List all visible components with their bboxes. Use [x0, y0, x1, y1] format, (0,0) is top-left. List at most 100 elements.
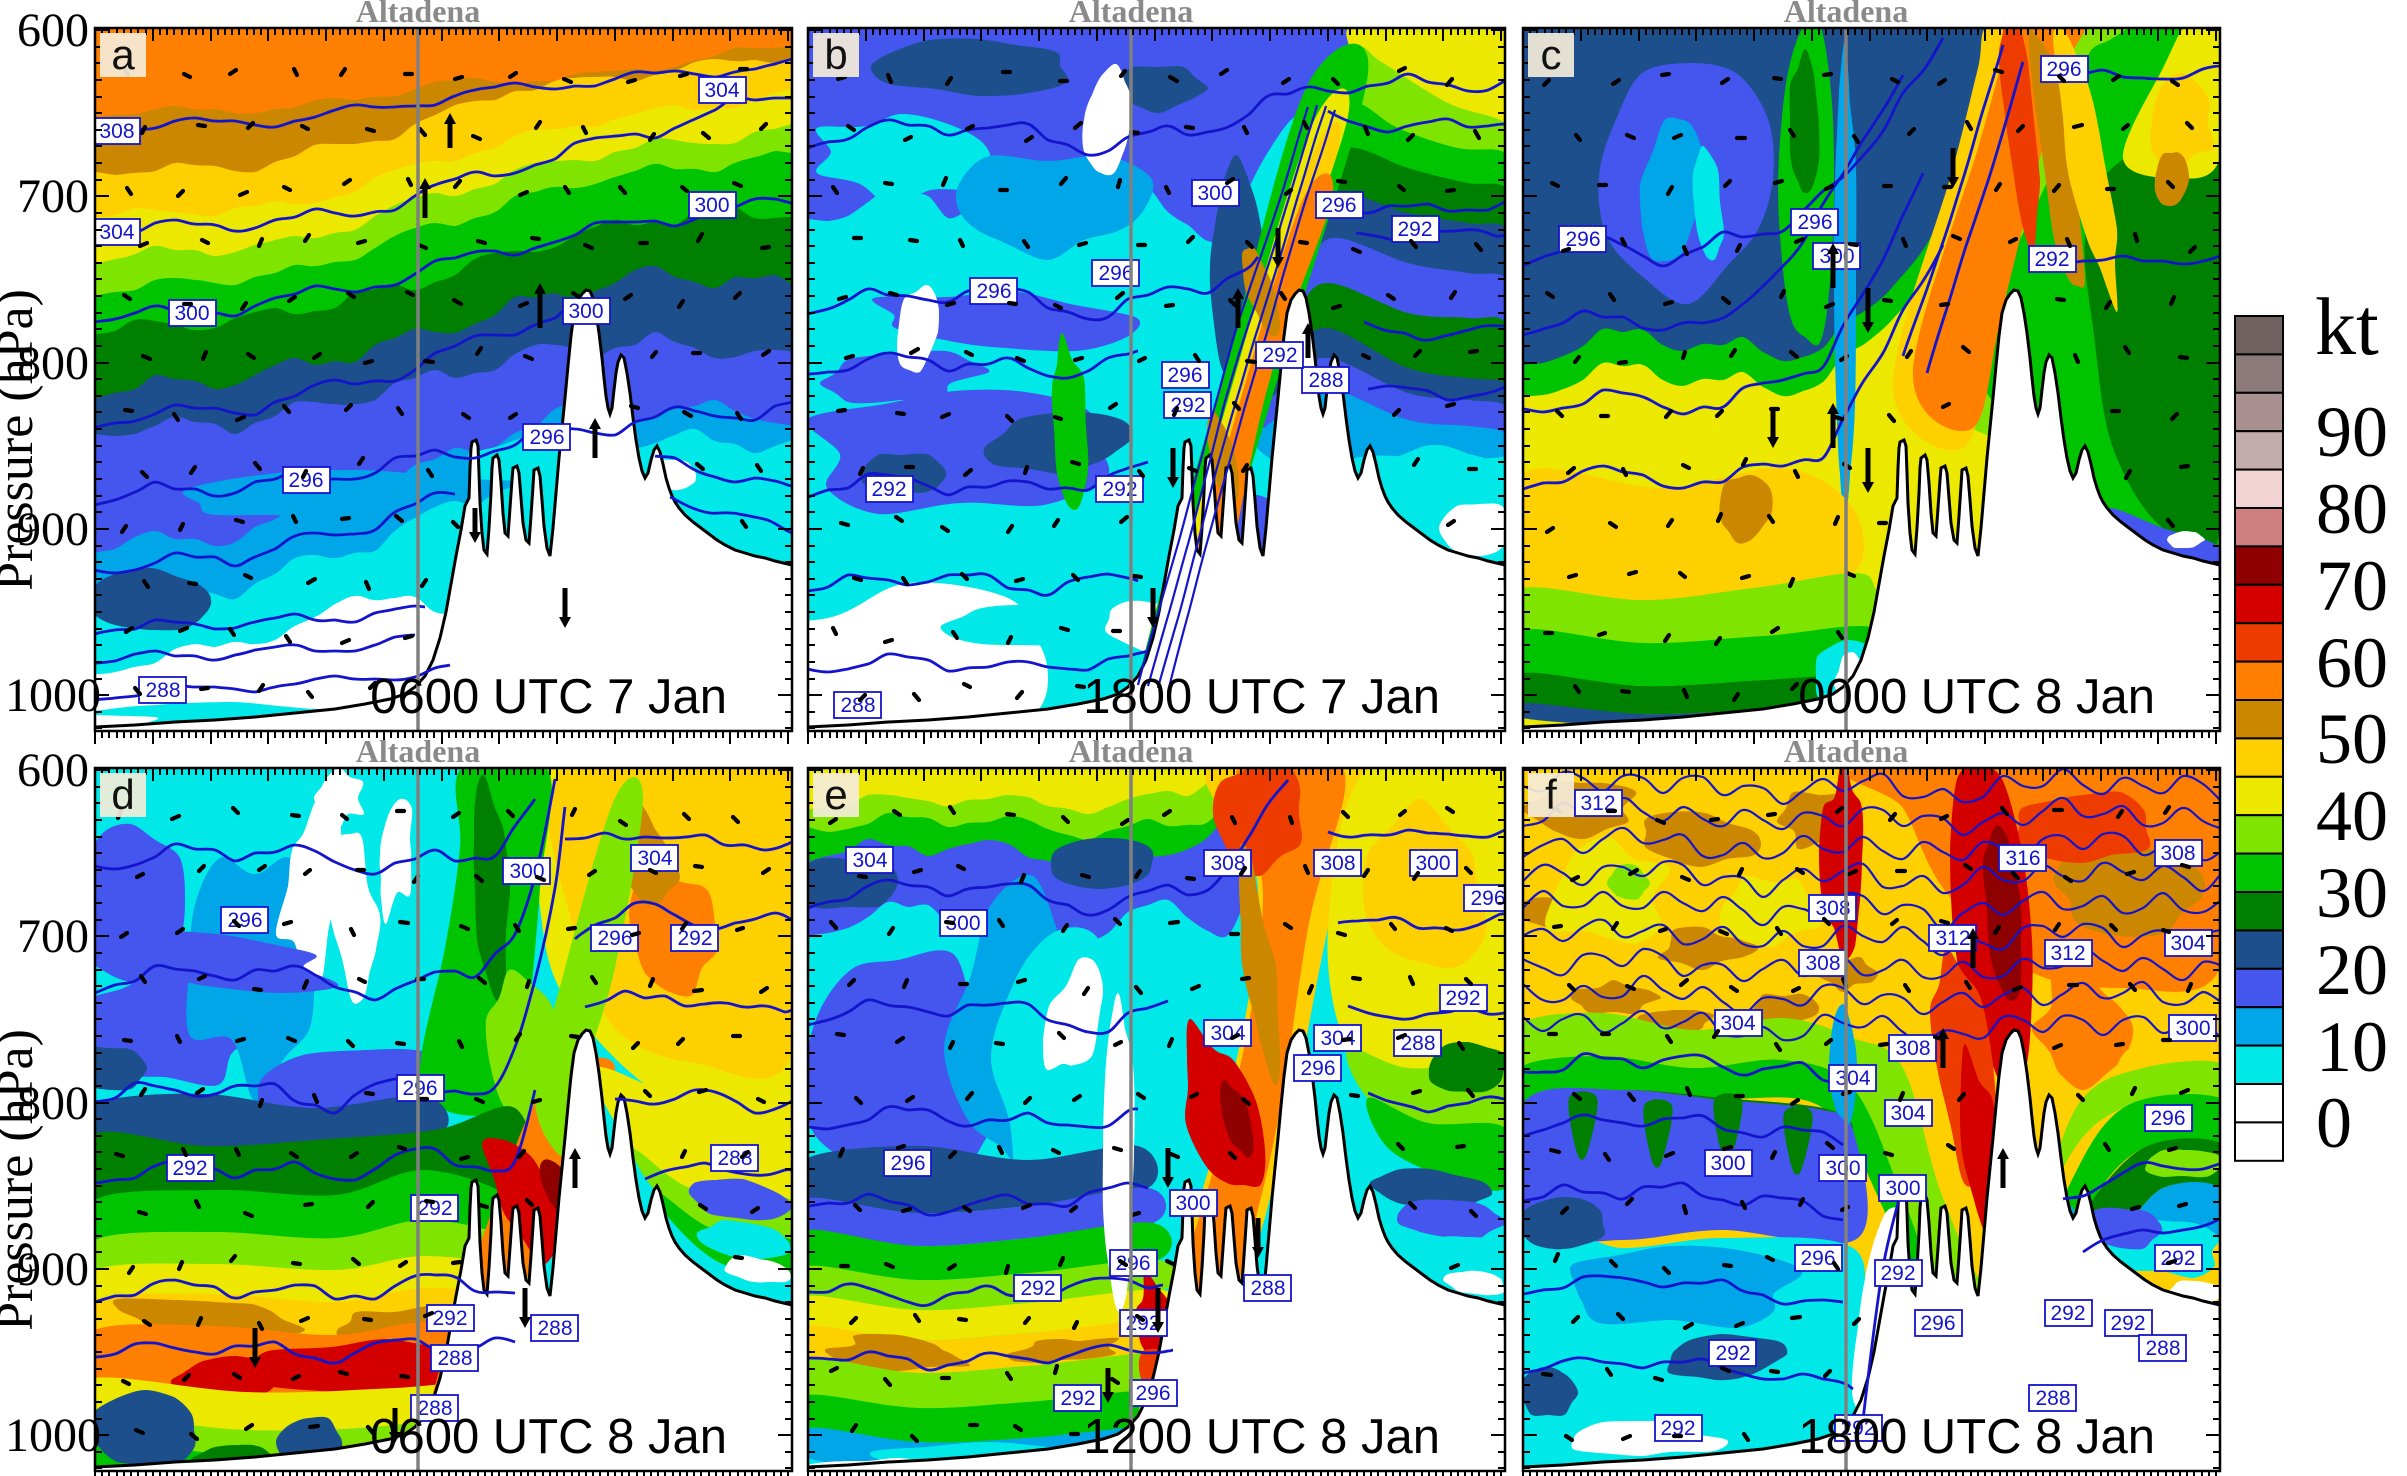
svg-text:304: 304	[2170, 932, 2205, 955]
svg-text:296: 296	[1797, 211, 1832, 234]
svg-text:0: 0	[2316, 1083, 2352, 1163]
svg-text:308: 308	[99, 120, 134, 143]
svg-text:60: 60	[2316, 623, 2388, 703]
svg-text:288: 288	[145, 679, 180, 702]
svg-text:296: 296	[529, 426, 564, 449]
svg-text:308: 308	[1895, 1037, 1930, 1060]
svg-text:292: 292	[1715, 1342, 1750, 1365]
svg-text:1800 UTC 8 Jan: 1800 UTC 8 Jan	[1798, 1410, 2155, 1464]
svg-text:292: 292	[1125, 1312, 1160, 1335]
svg-text:Pressure (hPa): Pressure (hPa)	[0, 289, 44, 591]
svg-text:Altadena: Altadena	[356, 0, 480, 29]
svg-text:296: 296	[288, 469, 323, 492]
svg-text:288: 288	[840, 694, 875, 717]
svg-text:288: 288	[2145, 1337, 2180, 1360]
svg-text:288: 288	[437, 1347, 472, 1370]
svg-text:288: 288	[1400, 1032, 1435, 1055]
svg-text:700: 700	[17, 910, 89, 963]
svg-text:1800 UTC 7 Jan: 1800 UTC 7 Jan	[1083, 670, 1440, 724]
svg-text:296: 296	[1115, 1252, 1150, 1275]
svg-text:296: 296	[597, 927, 632, 950]
svg-text:288: 288	[537, 1317, 572, 1340]
svg-text:292: 292	[1262, 344, 1297, 367]
svg-text:600: 600	[17, 4, 89, 57]
svg-text:304: 304	[99, 221, 134, 244]
svg-text:0600 UTC 7 Jan: 0600 UTC 7 Jan	[370, 670, 727, 724]
svg-text:288: 288	[417, 1397, 452, 1420]
svg-text:288: 288	[2035, 1387, 2070, 1410]
svg-text:a: a	[111, 31, 135, 78]
svg-text:300: 300	[694, 194, 729, 217]
svg-text:300: 300	[568, 300, 603, 323]
svg-text:296: 296	[2046, 58, 2081, 81]
svg-text:800: 800	[17, 1077, 89, 1130]
svg-text:296: 296	[227, 909, 262, 932]
svg-text:900: 900	[17, 503, 89, 556]
svg-text:30: 30	[2316, 853, 2388, 933]
svg-text:80: 80	[2316, 469, 2388, 549]
svg-text:Pressure (hPa): Pressure (hPa)	[0, 1029, 44, 1331]
svg-text:900: 900	[17, 1243, 89, 1296]
svg-text:300: 300	[1819, 245, 1854, 268]
svg-text:312: 312	[1935, 927, 1970, 950]
svg-text:Altadena: Altadena	[1784, 733, 1908, 769]
svg-text:292: 292	[1102, 478, 1137, 501]
svg-text:304: 304	[852, 849, 887, 872]
svg-text:296: 296	[1920, 1312, 1955, 1335]
svg-text:e: e	[824, 771, 847, 818]
svg-text:300: 300	[1825, 1157, 1860, 1180]
svg-text:292: 292	[2160, 1247, 2195, 1270]
svg-text:296: 296	[976, 280, 1011, 303]
svg-text:292: 292	[677, 927, 712, 950]
svg-text:296: 296	[890, 1152, 925, 1175]
svg-text:312: 312	[2050, 942, 2085, 965]
svg-text:296: 296	[402, 1077, 437, 1100]
svg-text:kt: kt	[2315, 281, 2379, 372]
svg-text:296: 296	[1470, 887, 1505, 910]
svg-text:296: 296	[1565, 228, 1600, 251]
svg-text:1000: 1000	[5, 669, 101, 722]
svg-text:296: 296	[1300, 1057, 1335, 1080]
svg-text:308: 308	[1805, 952, 1840, 975]
svg-text:308: 308	[2160, 842, 2195, 865]
svg-text:1000: 1000	[5, 1409, 101, 1462]
svg-text:20: 20	[2316, 930, 2388, 1010]
svg-text:0000 UTC 8 Jan: 0000 UTC 8 Jan	[1798, 670, 2155, 724]
svg-text:Altadena: Altadena	[1069, 0, 1193, 29]
svg-text:308: 308	[1320, 852, 1355, 875]
svg-text:304: 304	[1720, 1012, 1755, 1035]
svg-text:304: 304	[1210, 1022, 1245, 1045]
svg-text:292: 292	[1445, 987, 1480, 1010]
svg-text:d: d	[111, 771, 134, 818]
svg-text:40: 40	[2316, 776, 2388, 856]
svg-text:90: 90	[2316, 392, 2388, 472]
svg-text:292: 292	[1170, 394, 1205, 417]
svg-text:50: 50	[2316, 699, 2388, 779]
svg-text:700: 700	[17, 170, 89, 223]
svg-text:800: 800	[17, 337, 89, 390]
svg-text:308: 308	[1815, 897, 1850, 920]
svg-text:296: 296	[1135, 1382, 1170, 1405]
svg-text:296: 296	[2150, 1107, 2185, 1130]
svg-text:316: 316	[2005, 847, 2040, 870]
svg-text:f: f	[1545, 771, 1557, 818]
svg-text:300: 300	[1175, 1192, 1210, 1215]
svg-text:300: 300	[1710, 1152, 1745, 1175]
svg-text:292: 292	[1060, 1387, 1095, 1410]
svg-text:292: 292	[2034, 248, 2069, 271]
svg-text:296: 296	[1800, 1247, 1835, 1270]
svg-text:304: 304	[637, 847, 672, 870]
svg-text:Altadena: Altadena	[1784, 0, 1908, 29]
svg-text:288: 288	[1250, 1277, 1285, 1300]
svg-text:292: 292	[2050, 1302, 2085, 1325]
svg-text:292: 292	[1840, 1417, 1875, 1440]
svg-text:10: 10	[2316, 1007, 2388, 1087]
svg-text:b: b	[824, 31, 847, 78]
svg-text:292: 292	[1397, 218, 1432, 241]
svg-text:304: 304	[1320, 1027, 1355, 1050]
svg-text:c: c	[1541, 31, 1562, 78]
svg-text:292: 292	[1660, 1417, 1695, 1440]
svg-text:288: 288	[1308, 369, 1343, 392]
svg-text:300: 300	[1197, 182, 1232, 205]
svg-text:300: 300	[174, 302, 209, 325]
